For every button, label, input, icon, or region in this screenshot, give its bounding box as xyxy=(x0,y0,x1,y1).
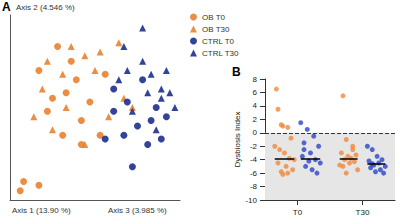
svg-text:-4: -4 xyxy=(250,155,258,164)
svg-text:Axis 3 (3.985 %): Axis 3 (3.985 %) xyxy=(108,206,167,215)
svg-text:CTRL T30: CTRL T30 xyxy=(202,49,239,58)
svg-text:-2: -2 xyxy=(250,142,258,151)
svg-text:OB T0: OB T0 xyxy=(202,13,226,22)
svg-text:0: 0 xyxy=(253,128,258,137)
svg-text:Axis 1 (13.90 %): Axis 1 (13.90 %) xyxy=(12,206,71,215)
svg-text:T0: T0 xyxy=(293,208,303,217)
svg-text:2: 2 xyxy=(253,115,258,124)
svg-text:B: B xyxy=(232,65,241,79)
svg-text:A: A xyxy=(2,0,11,14)
svg-text:T30: T30 xyxy=(356,208,370,217)
svg-text:OB T30: OB T30 xyxy=(202,25,230,34)
svg-text:4: 4 xyxy=(253,101,258,110)
svg-text:-8: -8 xyxy=(250,182,258,191)
svg-text:-6: -6 xyxy=(250,169,258,178)
svg-text:6: 6 xyxy=(253,88,258,97)
svg-text:Axis 2 (4.546 %): Axis 2 (4.546 %) xyxy=(16,3,75,12)
svg-text:8: 8 xyxy=(253,75,258,84)
svg-text:CTRL T0: CTRL T0 xyxy=(202,37,235,46)
svg-text:-10: -10 xyxy=(245,196,257,205)
svg-text:Dysbiosis Index: Dysbiosis Index xyxy=(233,111,242,167)
